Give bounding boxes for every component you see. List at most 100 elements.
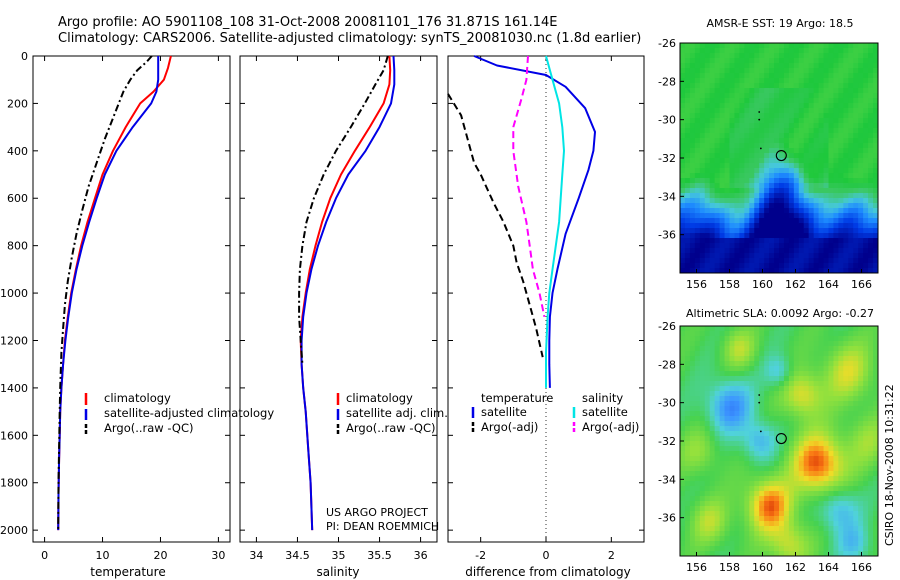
map-cell (803, 63, 810, 69)
map-cell (858, 73, 864, 79)
map-cell (818, 416, 825, 422)
map-cell (739, 238, 745, 244)
map-cell (719, 536, 726, 542)
map-cell (729, 406, 736, 412)
map-cell (759, 491, 765, 497)
map-cell (684, 268, 691, 273)
map-cell (719, 218, 726, 224)
map-cell (680, 118, 686, 124)
map-cell (858, 153, 864, 159)
map-cell (858, 198, 864, 204)
map-cell (833, 163, 839, 169)
map-cell (680, 486, 686, 492)
map-cell (858, 351, 864, 357)
map-cell (764, 501, 770, 507)
map-cell (813, 228, 820, 234)
map-cell (798, 436, 805, 442)
map-cell (719, 416, 726, 422)
map-cell (783, 58, 790, 64)
map-cell (734, 233, 740, 239)
map-cell (719, 346, 726, 352)
map-cell (853, 48, 859, 54)
map-cell (783, 213, 790, 219)
map-cell (769, 43, 775, 49)
map-cell (699, 526, 706, 532)
map-cell (704, 546, 711, 552)
map-cell (749, 516, 755, 522)
map-cell (729, 48, 736, 54)
map-cell (759, 58, 765, 64)
map-cell (704, 501, 711, 507)
map-cell (759, 263, 765, 269)
map-cell (739, 138, 745, 144)
map-cell (808, 356, 815, 362)
map-cell (783, 163, 790, 169)
map-cell (873, 63, 878, 69)
map-cell (754, 178, 760, 184)
map-cell (684, 88, 691, 94)
map-cell (769, 486, 775, 492)
map-cell (694, 248, 701, 254)
map-cell (873, 366, 878, 372)
map-cell (843, 63, 849, 69)
map-cell (774, 521, 780, 527)
map-cell (848, 58, 854, 64)
map-y-tick-label: -32 (658, 435, 676, 448)
map-cell (689, 336, 696, 342)
legend-label-sal-satellite: satellite (582, 405, 628, 419)
map-cell (749, 98, 755, 104)
map-cell (754, 431, 760, 437)
map-cell (853, 258, 859, 264)
map-cell (858, 541, 864, 547)
map-cell (798, 431, 805, 437)
map-cell (729, 511, 736, 517)
map-cell (704, 531, 711, 537)
map-cell (823, 263, 830, 269)
map-cell (699, 346, 706, 352)
map-cell (788, 113, 795, 119)
map-cell (803, 173, 810, 179)
map-cell (749, 381, 755, 387)
map-cell (699, 511, 706, 517)
map-cell (793, 411, 800, 417)
map-cell (793, 526, 800, 532)
map-cell (749, 193, 755, 199)
map-cell (863, 436, 869, 442)
map-cell (689, 268, 696, 273)
map-cell (863, 366, 869, 372)
map-cell (793, 228, 800, 234)
map-cell (863, 163, 869, 169)
map-cell (759, 198, 765, 204)
map-cell (788, 68, 795, 74)
map-cell (709, 153, 716, 159)
map-cell (764, 158, 770, 164)
map-cell (699, 516, 706, 522)
map-cell (684, 536, 691, 542)
map-cell (813, 471, 820, 477)
map-cell (873, 208, 878, 214)
map-cell (828, 73, 835, 79)
map-cell (699, 336, 706, 342)
map-cell (729, 466, 736, 472)
map-cell (848, 43, 854, 49)
map-cell (680, 248, 686, 254)
map-cell (729, 366, 736, 372)
map-cell (694, 143, 701, 149)
map-cell (729, 396, 736, 402)
map-cell (783, 138, 790, 144)
map-cell (704, 93, 711, 99)
map-cell (769, 228, 775, 234)
map-cell (818, 546, 825, 552)
map-cell (680, 83, 686, 89)
map-cell (848, 471, 854, 477)
map-cell (694, 386, 701, 392)
map-cell (848, 233, 854, 239)
map-cell (754, 461, 760, 467)
map-cell (729, 243, 736, 249)
map-cell (783, 68, 790, 74)
map-cell (744, 441, 750, 447)
map-cell (684, 108, 691, 114)
map-cell (729, 123, 736, 129)
map-cell (729, 238, 736, 244)
map-cell (749, 118, 755, 124)
